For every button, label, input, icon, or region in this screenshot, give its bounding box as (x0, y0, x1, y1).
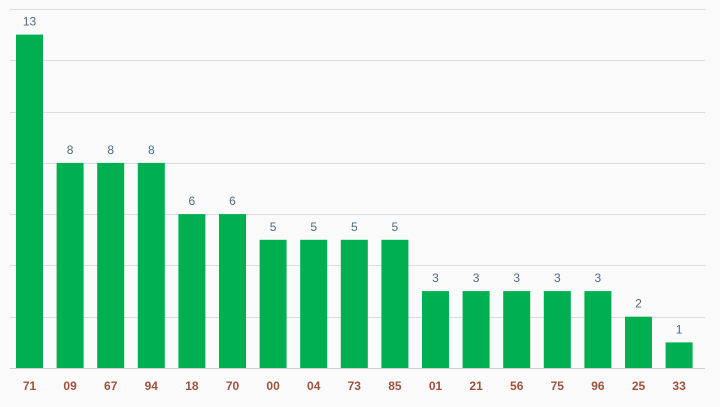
value-label: 6 (189, 194, 196, 208)
value-label: 3 (554, 271, 561, 285)
value-label: 1 (676, 322, 683, 336)
bar-96 (584, 291, 612, 368)
bar-73 (340, 239, 368, 368)
category-label: 67 (104, 379, 118, 393)
value-labels: 13 8 8 8 6 6 5 5 5 5 3 3 3 3 3 2 1 (23, 15, 683, 337)
bar-71 (16, 34, 43, 368)
value-label: 5 (310, 220, 317, 234)
value-label: 6 (229, 194, 236, 208)
bar-56 (503, 291, 531, 368)
category-label: 73 (348, 379, 362, 393)
bar-25 (625, 316, 652, 368)
category-label: 21 (469, 379, 483, 393)
value-label: 5 (351, 220, 358, 234)
value-label: 3 (513, 271, 520, 285)
value-label: 13 (23, 15, 37, 29)
category-labels: 71 09 67 94 18 70 00 04 73 85 01 21 56 75 96 25 33 (23, 379, 686, 393)
value-label: 8 (67, 143, 74, 157)
bars (16, 34, 693, 368)
value-label: 8 (107, 143, 114, 157)
category-label: 18 (185, 379, 199, 393)
bar-00 (259, 239, 287, 368)
category-label: 56 (510, 379, 524, 393)
bar-67 (97, 162, 125, 368)
category-label: 00 (266, 379, 280, 393)
category-label: 04 (307, 379, 321, 393)
category-label: 94 (145, 379, 159, 393)
category-label: 71 (23, 379, 37, 393)
bar-33 (665, 342, 693, 368)
category-label: 01 (429, 379, 443, 393)
category-label: 96 (591, 379, 605, 393)
category-label: 33 (672, 379, 686, 393)
value-label: 5 (392, 220, 399, 234)
bar-85 (381, 239, 409, 368)
bar-75 (543, 291, 571, 368)
bar-09 (56, 162, 84, 368)
category-label: 75 (551, 379, 565, 393)
category-label: 70 (226, 379, 240, 393)
bar-94 (137, 162, 165, 368)
value-label: 3 (473, 271, 480, 285)
value-label: 5 (270, 220, 277, 234)
category-label: 85 (388, 379, 402, 393)
category-label: 25 (632, 379, 646, 393)
value-label: 3 (595, 271, 602, 285)
bar-18 (178, 214, 206, 368)
bar-70 (219, 214, 246, 368)
bar-04 (300, 239, 328, 368)
bar-01 (422, 291, 449, 368)
value-label: 2 (635, 297, 642, 311)
value-label: 8 (148, 143, 155, 157)
value-label: 3 (432, 271, 439, 285)
category-label: 09 (63, 379, 77, 393)
bar-21 (462, 291, 490, 368)
